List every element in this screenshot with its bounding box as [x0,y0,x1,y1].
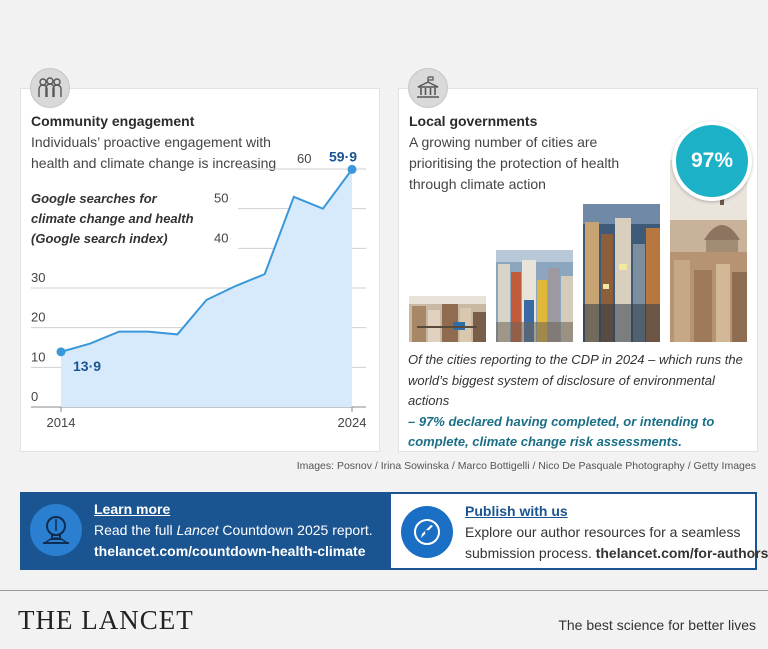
y-axis-label-line3: (Google search index) [31,231,168,246]
caption-line2: world’s biggest system of disclosure of … [408,372,715,409]
city-photo-1 [409,296,486,342]
publish-line2-prefix: submission process. [465,545,596,561]
data-point-last [347,164,357,174]
panel-title: Local governments [409,113,538,129]
y-tick-label-10: 10 [31,349,45,364]
data-label-last: 59·9 [329,148,357,164]
learn-more-link[interactable]: Learn more [94,501,171,517]
government-building-icon [408,68,448,108]
caption-line4-highlight: complete, climate change risk assessment… [408,434,682,449]
area-fill [61,169,352,407]
city-photo-2 [496,250,573,342]
panel-subtitle-line2: health and climate change is increasing [31,155,277,171]
lancet-logo: THE LANCET [18,605,194,635]
y-axis-label-line1: Google searches for [31,191,157,206]
caption-line1: Of the cities reporting to the CDP in 20… [408,352,743,367]
y-tick-label-60: 60 [297,151,311,166]
data-label-first: 13·9 [73,358,101,374]
community-people-icon [30,68,70,108]
caption-line3-highlight: – 97% declared having completed, or inte… [408,413,715,429]
learn-more-line1-suffix: Countdown 2025 report. [218,522,373,538]
panel-subtitle-line2: prioritising the protection of health [409,155,620,171]
series-line [60,168,353,353]
y-tick-label-50: 50 [214,191,228,206]
publish-line1: Explore our author resources for a seaml… [465,524,741,540]
publish-with-us-link[interactable]: Publish with us [465,503,568,519]
compass-pen-icon [401,506,453,558]
y-tick-label-20: 20 [31,310,45,325]
learn-more-box[interactable]: Learn more Read the full Lancet Countdow… [20,492,389,570]
city-photo-3 [583,204,660,342]
divider [0,590,768,591]
x-tick-label-2024: 2024 [338,415,367,430]
learn-more-line1-italic: Lancet [176,522,219,538]
tagline: The best science for better lives [558,617,756,633]
data-point-first [56,347,66,357]
countdown-url-link[interactable]: thelancet.com/countdown-health-climate [94,543,366,559]
panel-subtitle-line1: A growing number of cities are [409,134,598,150]
authors-url-link[interactable]: thelancet.com/for-authors [595,545,768,561]
publish-line2: submission process. thelancet.com/for-au… [465,545,768,561]
y-tick-label-30: 30 [31,270,45,285]
lightbulb-globe-icon [30,504,82,556]
panel-title: Community engagement [31,113,195,129]
learn-more-line1-prefix: Read the full [94,522,177,538]
percent-badge: 97% [672,121,752,201]
image-credits: Images: Posnov / Irina Sowinska / Marco … [296,460,756,472]
y-axis-label-line2: climate change and health [31,211,194,226]
caption: Of the cities reporting to the CDP in 20… [408,350,748,453]
x-tick-label-2014: 2014 [47,415,76,430]
y-tick-label-0: 0 [31,389,38,404]
y-tick-label-40: 40 [214,230,228,245]
panel-subtitle-line3: through climate action [409,176,546,192]
learn-more-line1: Read the full Lancet Countdown 2025 repo… [94,522,373,538]
panel-subtitle-line1: Individuals’ proactive engagement with [31,134,271,150]
publish-with-us-box[interactable]: Publish with us Explore our author resou… [389,492,768,570]
